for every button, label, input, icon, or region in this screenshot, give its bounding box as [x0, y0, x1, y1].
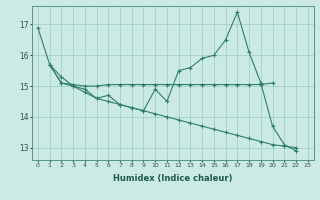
X-axis label: Humidex (Indice chaleur): Humidex (Indice chaleur)	[113, 174, 233, 183]
